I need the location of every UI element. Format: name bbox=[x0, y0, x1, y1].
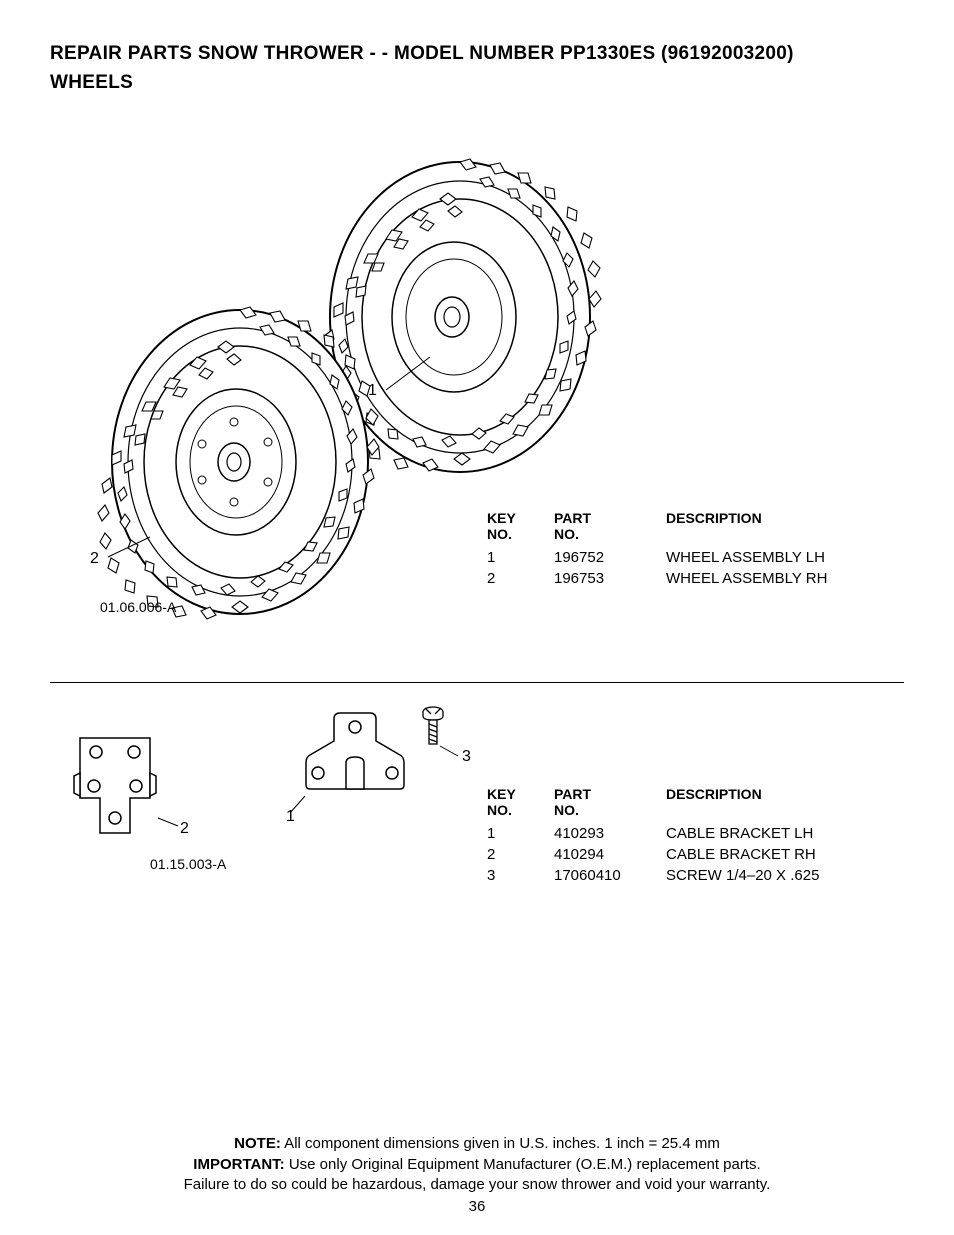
callout-2b: 2 bbox=[180, 820, 189, 838]
important-text: Use only Original Equipment Manufacturer… bbox=[285, 1156, 761, 1173]
brackets-diagram-section: 2 1 3 01.15.003-A KEYNO. PARTNO. DESCRIP… bbox=[50, 698, 904, 918]
wheels-parts-table: KEYNO. PARTNO. DESCRIPTION 1 196752 WHEE… bbox=[485, 507, 888, 590]
diagram-id-2: 01.15.003-A bbox=[150, 856, 226, 872]
footer-note: NOTE: All component dimensions given in … bbox=[0, 1134, 954, 1195]
diagram-id-1: 01.06.006-A bbox=[100, 599, 176, 615]
important-label: IMPORTANT: bbox=[193, 1156, 284, 1173]
note-label: NOTE: bbox=[234, 1135, 281, 1152]
page-title: REPAIR PARTS SNOW THROWER - - MODEL NUMB… bbox=[50, 40, 904, 97]
note-text: All component dimensions given in U.S. i… bbox=[281, 1135, 720, 1152]
table-row: 1 196752 WHEEL ASSEMBLY LH bbox=[487, 548, 886, 567]
table-row: 2 196753 WHEEL ASSEMBLY RH bbox=[487, 569, 886, 588]
callout-2: 2 bbox=[90, 550, 99, 568]
title-line-2: WHEELS bbox=[50, 69, 904, 98]
page-number: 36 bbox=[0, 1198, 954, 1215]
table-row: 2 410294 CABLE BRACKET RH bbox=[487, 845, 886, 864]
warning-text: Failure to do so could be hazardous, dam… bbox=[0, 1175, 954, 1195]
brackets-parts-table: KEYNO. PARTNO. DESCRIPTION 1 410293 CABL… bbox=[485, 783, 888, 887]
title-line-1: REPAIR PARTS SNOW THROWER - - MODEL NUMB… bbox=[50, 40, 904, 69]
table-header-desc: DESCRIPTION bbox=[666, 785, 886, 822]
brackets-illustration bbox=[50, 698, 490, 898]
table-header-part: PARTNO. bbox=[554, 785, 664, 822]
section-divider bbox=[50, 682, 904, 683]
table-header-key: KEYNO. bbox=[487, 509, 552, 546]
table-row: 1 410293 CABLE BRACKET LH bbox=[487, 824, 886, 843]
table-row: 3 17060410 SCREW 1/4–20 X .625 bbox=[487, 866, 886, 885]
callout-1b: 1 bbox=[286, 808, 295, 826]
table-header-desc: DESCRIPTION bbox=[666, 509, 886, 546]
wheels-diagram-section: 1 2 01.06.006-A KEYNO. PARTNO. DESCRIPTI… bbox=[50, 157, 904, 657]
table-header-part: PARTNO. bbox=[554, 509, 664, 546]
table-header-key: KEYNO. bbox=[487, 785, 552, 822]
callout-3: 3 bbox=[462, 748, 471, 766]
callout-1: 1 bbox=[368, 382, 377, 400]
